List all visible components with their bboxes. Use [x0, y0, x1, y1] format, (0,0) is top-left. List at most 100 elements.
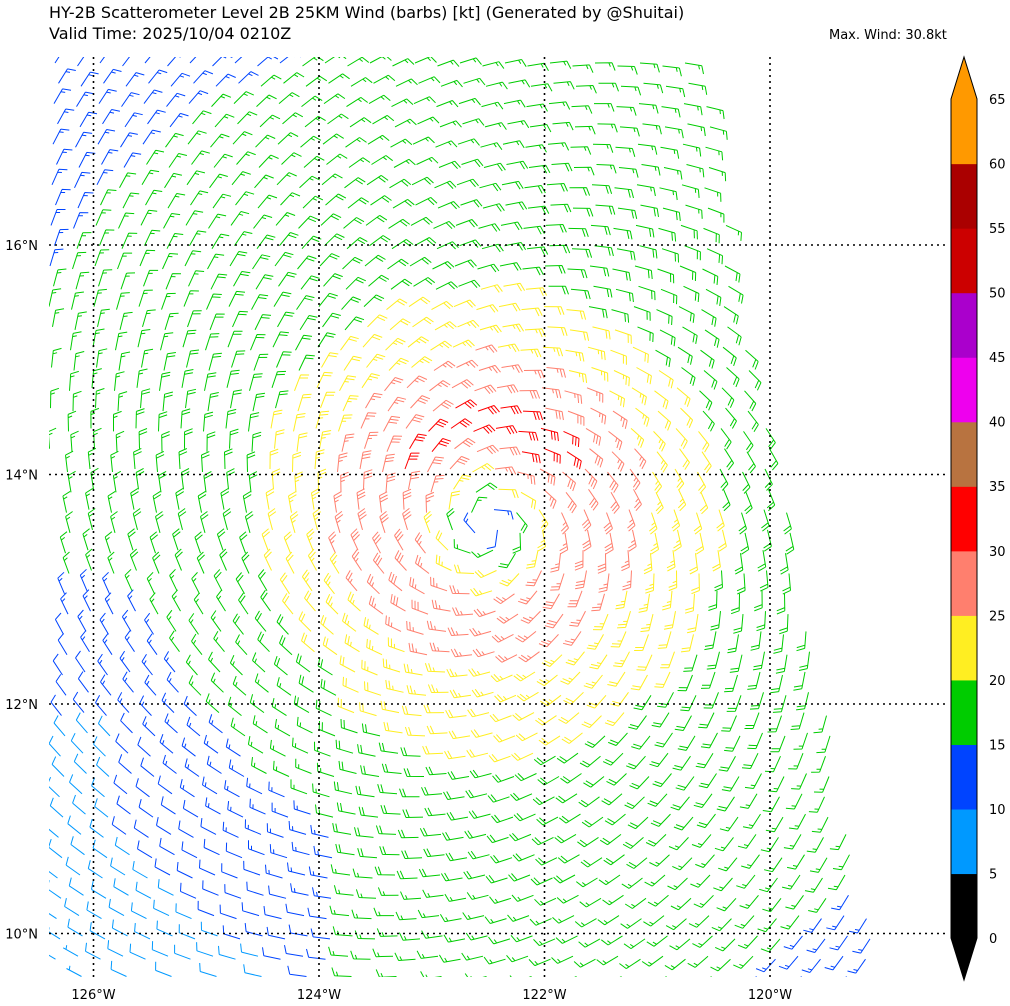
wind-barb: [135, 778, 150, 798]
wind-barb: [70, 732, 84, 754]
wind-barb: [538, 735, 561, 746]
wind-barb: [365, 214, 388, 226]
wind-barb: [278, 92, 300, 104]
wind-barb: [235, 634, 248, 656]
wind-barb: [463, 512, 476, 534]
wind-barb: [528, 164, 551, 174]
wind-barb: [596, 955, 619, 966]
wind-barb: [389, 318, 411, 331]
wind-barb: [708, 167, 727, 182]
wind-barb: [492, 774, 515, 783]
wind-barb: [127, 589, 136, 612]
wind-barb: [656, 451, 668, 473]
colorbar-tick-label: 0: [989, 932, 997, 947]
wind-barb: [208, 213, 227, 229]
wind-barb: [73, 753, 87, 774]
wind-barb: [636, 654, 653, 671]
wind-barb: [180, 882, 197, 899]
wind-barb: [649, 854, 670, 867]
wind-barb: [633, 695, 652, 711]
wind-barb: [398, 932, 421, 941]
wind-barb: [516, 691, 539, 702]
wind-barb: [739, 894, 759, 909]
wind-barb: [608, 732, 628, 746]
wind-barb: [443, 791, 465, 800]
wind-barb: [520, 491, 537, 510]
wind-barb: [670, 897, 692, 911]
wind-barb: [160, 332, 174, 351]
wind-barb: [114, 371, 125, 391]
wind-barb: [730, 593, 740, 615]
wind-barb: [720, 428, 732, 450]
wind-barb: [138, 798, 154, 818]
wind-barb: [655, 349, 671, 368]
wind-barb: [339, 375, 357, 392]
wind-barb: [478, 364, 501, 374]
wind-barb: [428, 418, 449, 432]
wind-barb: [361, 723, 381, 737]
wind-barb: [73, 351, 85, 371]
wind-barb: [375, 969, 397, 977]
wind-barb: [424, 807, 446, 817]
wind-barb: [450, 418, 473, 429]
wind-barb: [617, 610, 631, 629]
wind-barb: [636, 184, 656, 197]
wind-barb: [496, 384, 519, 394]
wind-barb: [194, 531, 203, 554]
wind-barb: [49, 427, 57, 449]
wind-barb: [640, 613, 654, 633]
wind-barb: [610, 631, 627, 648]
wind-barb: [188, 90, 209, 104]
wind-barb: [736, 573, 746, 595]
wind-barb: [287, 965, 307, 977]
wind-barb: [773, 634, 784, 654]
wind-barb: [737, 834, 757, 849]
wind-barb: [525, 287, 548, 297]
wind-barb: [425, 491, 435, 513]
wind-barb: [590, 224, 611, 236]
wind-barb: [581, 715, 602, 729]
wind-barb: [506, 160, 529, 170]
wind-barb: [539, 468, 556, 486]
wind-barb: [320, 615, 334, 635]
wind-barb: [153, 899, 170, 917]
wind-barb: [93, 736, 106, 757]
wind-barb: [186, 170, 206, 186]
wind-barb: [258, 154, 279, 168]
wind-barb: [424, 663, 446, 673]
wind-barb: [615, 590, 628, 610]
wind-barb: [178, 820, 194, 838]
wind-barb: [561, 732, 583, 744]
wind-barb: [49, 288, 62, 307]
wind-barb: [568, 227, 589, 237]
wind-barb: [92, 328, 105, 348]
wind-barb: [638, 103, 659, 114]
wind-barb: [558, 813, 581, 824]
wind-barb: [657, 631, 672, 649]
wind-barb: [481, 101, 504, 110]
wind-barb: [429, 642, 450, 653]
wind-barb: [343, 355, 362, 371]
wind-barb: [583, 674, 603, 689]
wind-barb: [763, 857, 783, 873]
wind-barb: [455, 219, 478, 228]
wind-barb: [526, 550, 539, 569]
wind-barb: [366, 638, 383, 656]
wind-barb: [505, 201, 528, 211]
wind-barb: [274, 719, 291, 737]
wind-barb: [464, 830, 487, 839]
wind-barb: [550, 203, 572, 213]
wind-barb: [257, 631, 270, 653]
wind-barb: [703, 227, 720, 244]
wind-barb: [552, 915, 575, 924]
wind-barb: [190, 190, 209, 206]
wind-barb: [80, 630, 90, 652]
wind-barb: [302, 57, 324, 67]
wind-barb: [159, 837, 175, 856]
wind-barb: [570, 288, 591, 300]
wind-barb: [496, 613, 519, 624]
wind-barb: [380, 700, 400, 714]
wind-barb: [139, 695, 152, 716]
wind-barb: [70, 836, 85, 856]
wind-barb: [504, 59, 527, 67]
